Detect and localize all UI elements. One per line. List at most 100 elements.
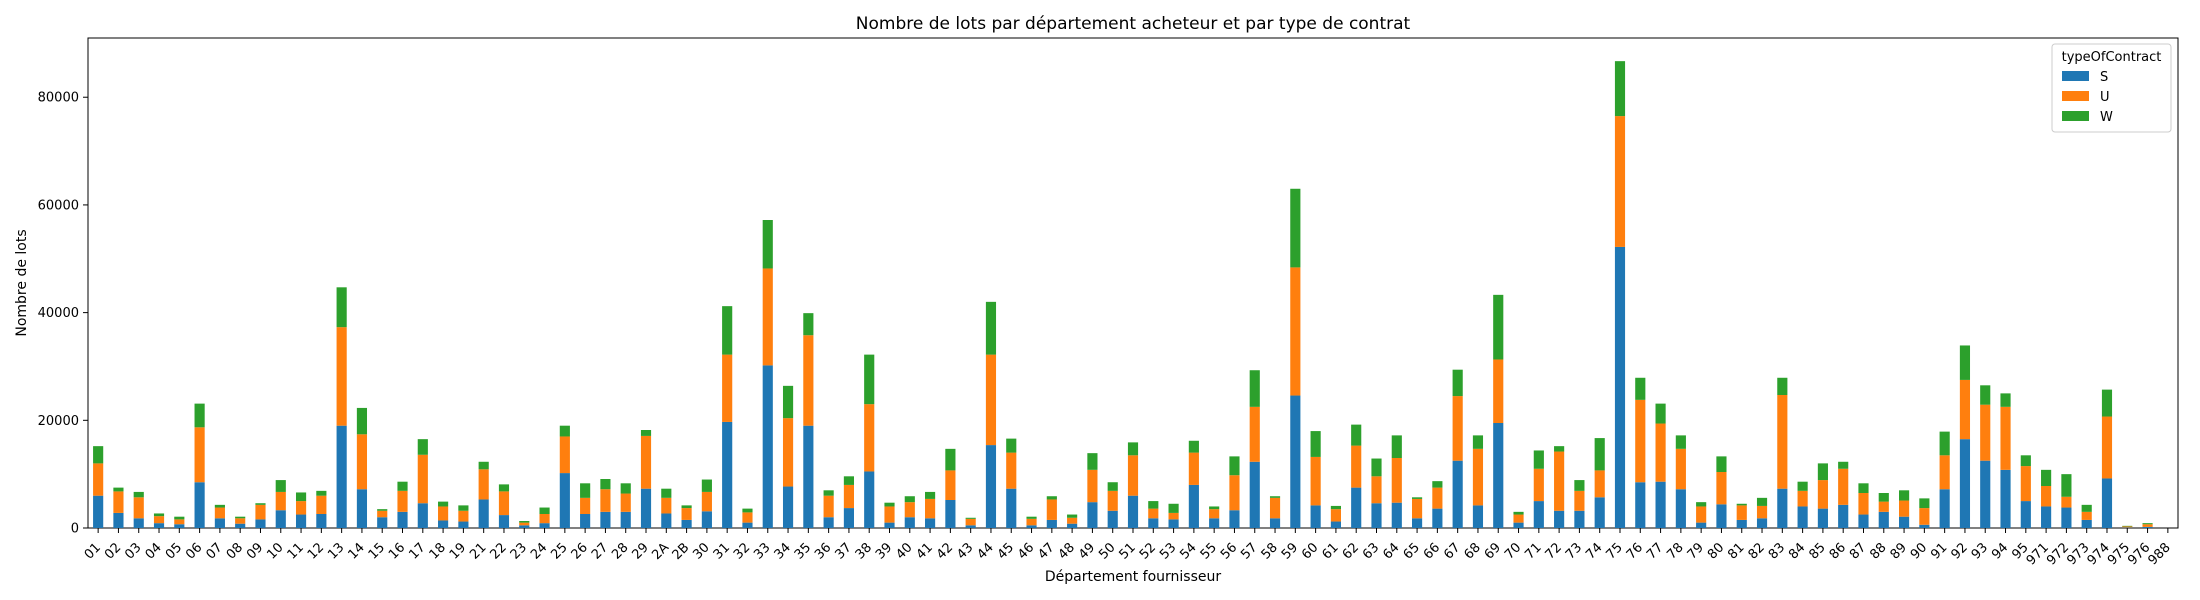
bar-U-42 — [945, 470, 956, 500]
x-tick-label: 18 — [427, 540, 449, 562]
bar-W-56 — [1229, 456, 1240, 476]
bar-U-49 — [1087, 469, 1098, 503]
bar-W-39 — [884, 502, 895, 507]
x-tick-label: 42 — [934, 540, 956, 562]
x-tick-label: 93 — [1969, 540, 1991, 562]
bar-W-975 — [2122, 525, 2133, 527]
bar-U-08 — [235, 518, 246, 524]
x-tick-label: 30 — [690, 540, 712, 562]
bar-U-971 — [2041, 486, 2052, 507]
bar-W-11 — [295, 492, 307, 502]
x-tick-label: 90 — [1908, 540, 1930, 562]
bar-S-93 — [1980, 460, 1991, 528]
x-tick-label: 49 — [1076, 540, 1098, 562]
x-tick-label: 34 — [772, 540, 794, 562]
x-tick-label: 05 — [163, 540, 185, 562]
bar-U-63 — [1371, 476, 1382, 504]
bar-S-12 — [316, 514, 327, 528]
x-tick-label: 74 — [1583, 540, 1605, 562]
bar-S-89 — [1899, 516, 1910, 528]
bar-W-41 — [925, 491, 936, 499]
bar-S-42 — [945, 500, 956, 528]
bar-W-61 — [1330, 505, 1341, 510]
bar-S-54 — [1188, 484, 1199, 528]
bar-S-37 — [843, 508, 854, 528]
bar-W-972 — [2061, 474, 2072, 497]
bar-U-52 — [1148, 508, 1159, 519]
x-tick-label: 58 — [1259, 540, 1281, 562]
bar-W-68 — [1472, 435, 1484, 449]
bar-S-70 — [1513, 522, 1524, 528]
bar-S-67 — [1452, 460, 1463, 528]
bar-W-30 — [701, 479, 712, 492]
bar-U-17 — [417, 454, 428, 504]
bar-S-01 — [93, 495, 104, 528]
bar-U-62 — [1351, 445, 1362, 488]
x-tick-label: 17 — [406, 540, 428, 562]
bar-W-06 — [194, 403, 205, 428]
bar-U-30 — [701, 491, 712, 512]
x-tick-label: 19 — [447, 540, 469, 562]
x-tick-label: 47 — [1035, 540, 1057, 562]
bar-S-11 — [295, 514, 307, 528]
bar-W-22 — [498, 484, 510, 492]
bar-U-28 — [620, 493, 631, 512]
bar-W-42 — [945, 448, 956, 471]
bar-W-75 — [1614, 61, 1626, 117]
bar-W-33 — [762, 220, 773, 269]
x-axis-label: Département fournisseur — [1045, 569, 1221, 585]
legend-label-S: S — [2100, 70, 2108, 85]
bar-S-24 — [539, 523, 550, 528]
bar-W-95 — [2020, 455, 2031, 467]
bar-S-09 — [255, 519, 266, 528]
bar-U-91 — [1939, 455, 1950, 490]
bar-U-68 — [1472, 448, 1484, 506]
bar-S-27 — [600, 511, 611, 528]
bar-W-27 — [600, 479, 611, 490]
x-tick-label: 69 — [1482, 540, 1504, 562]
x-tick-label: 51 — [1117, 540, 1139, 562]
bar-S-2A — [661, 513, 672, 528]
bar-U-976 — [2142, 524, 2153, 527]
bar-S-60 — [1310, 505, 1321, 528]
bar-U-38 — [864, 404, 875, 472]
bar-S-92 — [1959, 439, 1971, 528]
bar-U-973 — [2081, 511, 2092, 520]
bar-U-40 — [904, 502, 915, 518]
bar-U-67 — [1452, 396, 1463, 461]
bar-S-23 — [519, 525, 530, 528]
bar-W-52 — [1148, 501, 1159, 509]
bar-W-86 — [1838, 461, 1849, 469]
legend-label-W: W — [2100, 110, 2113, 125]
bar-U-04 — [153, 516, 165, 524]
x-tick-label: 35 — [792, 540, 814, 562]
bar-S-02 — [113, 512, 124, 528]
bar-W-65 — [1412, 497, 1423, 499]
bar-S-65 — [1412, 518, 1423, 528]
y-tick-label: 20000 — [38, 414, 79, 429]
bar-S-72 — [1554, 510, 1565, 528]
bar-U-972 — [2061, 496, 2072, 508]
bar-U-16 — [397, 490, 408, 512]
bar-W-17 — [417, 439, 428, 455]
x-tick-label: 08 — [224, 540, 246, 562]
x-tick-label: 88 — [1867, 540, 1889, 562]
bar-U-31 — [722, 354, 733, 422]
bar-W-03 — [133, 491, 144, 498]
bar-S-36 — [823, 517, 834, 528]
bar-U-81 — [1736, 505, 1747, 520]
bar-S-22 — [498, 515, 510, 528]
bar-W-24 — [539, 507, 550, 514]
bar-W-66 — [1432, 481, 1443, 488]
x-tick-label: 46 — [1015, 540, 1037, 562]
bar-U-83 — [1777, 395, 1788, 489]
x-tick-label: 21 — [467, 540, 489, 562]
x-tick-label: 07 — [203, 540, 225, 562]
bar-U-92 — [1959, 379, 1971, 440]
x-tick-label: 06 — [183, 540, 205, 562]
x-tick-label: 23 — [508, 540, 530, 562]
bar-U-39 — [884, 506, 895, 523]
bar-S-44 — [985, 445, 997, 528]
x-tick-label: 85 — [1806, 540, 1828, 562]
bar-W-91 — [1939, 431, 1950, 456]
